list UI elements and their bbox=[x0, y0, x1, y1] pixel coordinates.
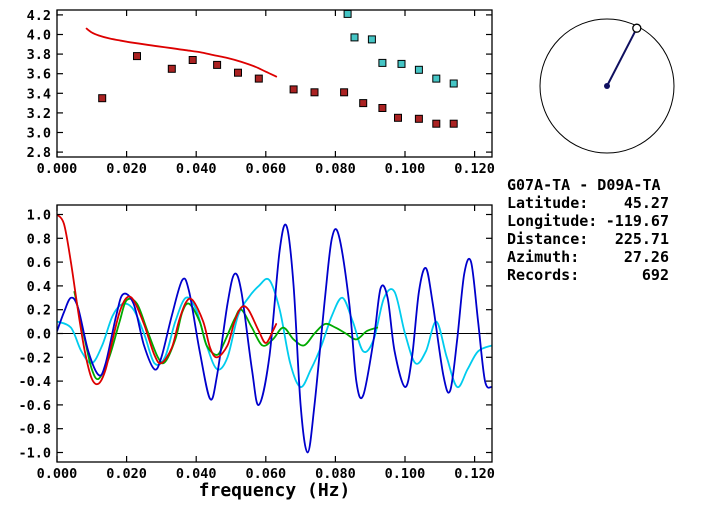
marker-group-velocity-picks bbox=[359, 99, 368, 108]
info-value: 692 bbox=[641, 266, 669, 284]
dispersion-plot: 0.000 0.020 0.040 0.060 0.080 0.100 0.120 4.2 4.… bbox=[27, 8, 495, 177]
series-group bbox=[85, 10, 458, 128]
info-row-distance: Distance: 225.71 bbox=[507, 230, 669, 248]
y-tick-label: 4.0 bbox=[27, 28, 51, 44]
y-tick-label: -1.0 bbox=[18, 446, 51, 462]
info-row-azimuth: Azimuth: 27.26 bbox=[507, 248, 669, 266]
info-value: -119.67 bbox=[605, 212, 669, 230]
marker-group-velocity-picks bbox=[98, 94, 107, 103]
info-label: Records: bbox=[507, 266, 580, 284]
y-tick-label: 3.4 bbox=[27, 86, 51, 102]
marker-phase-velocity-picks bbox=[449, 79, 458, 88]
marker-group-velocity-picks bbox=[432, 119, 441, 128]
y-tick-label: -0.2 bbox=[18, 350, 51, 366]
dial-circle bbox=[539, 18, 675, 154]
dial-end-marker bbox=[632, 23, 642, 33]
marker-group-velocity-picks bbox=[340, 88, 349, 97]
y-tick-label: 0.2 bbox=[27, 303, 51, 319]
marker-phase-velocity-picks bbox=[397, 59, 406, 68]
marker-group-velocity-picks bbox=[213, 60, 222, 69]
marker-group-velocity-picks bbox=[414, 114, 423, 123]
marker-group-velocity-picks bbox=[394, 113, 402, 122]
y-tick-label: 1.0 bbox=[27, 208, 51, 224]
dial-needle bbox=[606, 27, 638, 87]
marker-phase-velocity-picks bbox=[378, 58, 387, 67]
info-value: 27.26 bbox=[623, 248, 669, 266]
waveform-plot: 0.000 0.020 0.040 0.060 0.080 0.100 0.120 1.0 0.… bbox=[18, 204, 495, 501]
marker-group-velocity-picks bbox=[234, 68, 242, 77]
x-tick-label: 0.080 bbox=[315, 466, 356, 482]
y-tick-label: 0.6 bbox=[27, 255, 51, 271]
y-tick-label: -0.6 bbox=[18, 398, 51, 414]
y-tick-label: 4.2 bbox=[27, 8, 51, 24]
info-row-records: Records: 692 bbox=[507, 266, 669, 284]
y-tick-label: 3.6 bbox=[27, 67, 51, 83]
marker-group-velocity-picks bbox=[167, 64, 176, 73]
info-row-longitude: Longitude: -119.67 bbox=[507, 212, 669, 230]
marker-phase-velocity-picks bbox=[350, 33, 359, 42]
info-label: Distance: bbox=[507, 230, 589, 248]
x-tick-label: 0.020 bbox=[106, 466, 147, 482]
series-coherence-cyan bbox=[57, 277, 492, 388]
info-value: 45.27 bbox=[623, 194, 669, 212]
series-group bbox=[57, 213, 492, 454]
marker-group-velocity-picks bbox=[254, 74, 263, 83]
y-tick-label: 2.8 bbox=[27, 145, 51, 161]
marker-phase-velocity-picks bbox=[414, 65, 423, 74]
x-tick-label: 0.060 bbox=[245, 161, 286, 177]
y-tick-label: 3.0 bbox=[27, 126, 51, 142]
series-reference-dispersion-curve bbox=[85, 27, 278, 78]
x-tick-label: 0.060 bbox=[245, 466, 286, 482]
x-tick-label: 0.040 bbox=[176, 161, 217, 177]
y-tick-label: 0.4 bbox=[27, 279, 51, 295]
station-info-panel: G07A-TA - D09A-TA Latitude: 45.27 Longit… bbox=[507, 176, 669, 284]
info-label: Latitude: bbox=[507, 194, 589, 212]
y-tick-label: 0.8 bbox=[27, 231, 51, 247]
series-cross-correlation-blue bbox=[57, 223, 492, 454]
series-filtered-red bbox=[57, 213, 278, 386]
info-label: Azimuth: bbox=[507, 248, 580, 266]
y-tick-label: -0.8 bbox=[18, 422, 51, 438]
azimuth-dial bbox=[539, 18, 675, 154]
x-axis-title: frequency (Hz) bbox=[199, 480, 351, 501]
plot-frame bbox=[56, 9, 493, 158]
x-tick-label: 0.120 bbox=[454, 466, 495, 482]
y-tick-label: 3.8 bbox=[27, 47, 51, 63]
x-tick-label: 0.100 bbox=[385, 466, 426, 482]
marker-group-velocity-picks bbox=[378, 104, 387, 112]
info-row-latitude: Latitude: 45.27 bbox=[507, 194, 669, 212]
marker-group-velocity-picks bbox=[310, 88, 319, 97]
x-tick-label: 0.120 bbox=[454, 161, 495, 177]
marker-phase-velocity-picks bbox=[343, 10, 352, 18]
info-label: Longitude: bbox=[507, 212, 598, 230]
x-tick-label: 0.080 bbox=[315, 161, 356, 177]
marker-group-velocity-picks bbox=[133, 52, 141, 61]
x-tick-label: 0.020 bbox=[106, 161, 147, 177]
x-tick-label: 0.100 bbox=[385, 161, 426, 177]
info-value: 225.71 bbox=[614, 230, 669, 248]
y-tick-label: 3.2 bbox=[27, 106, 51, 122]
station-pair-label: G07A-TA - D09A-TA bbox=[507, 176, 661, 194]
x-tick-label: 0.000 bbox=[37, 161, 78, 177]
x-tick-label: 0.040 bbox=[176, 466, 217, 482]
marker-group-velocity-picks bbox=[188, 56, 197, 64]
marker-phase-velocity-picks bbox=[432, 74, 441, 83]
marker-phase-velocity-picks bbox=[367, 35, 376, 44]
x-tick-label: 0.000 bbox=[37, 466, 78, 482]
marker-group-velocity-picks bbox=[289, 85, 298, 94]
marker-group-velocity-picks bbox=[449, 119, 458, 128]
dial-center-dot bbox=[604, 83, 610, 89]
y-tick-label: -0.4 bbox=[18, 374, 51, 390]
y-tick-label: 0.0 bbox=[27, 327, 51, 343]
